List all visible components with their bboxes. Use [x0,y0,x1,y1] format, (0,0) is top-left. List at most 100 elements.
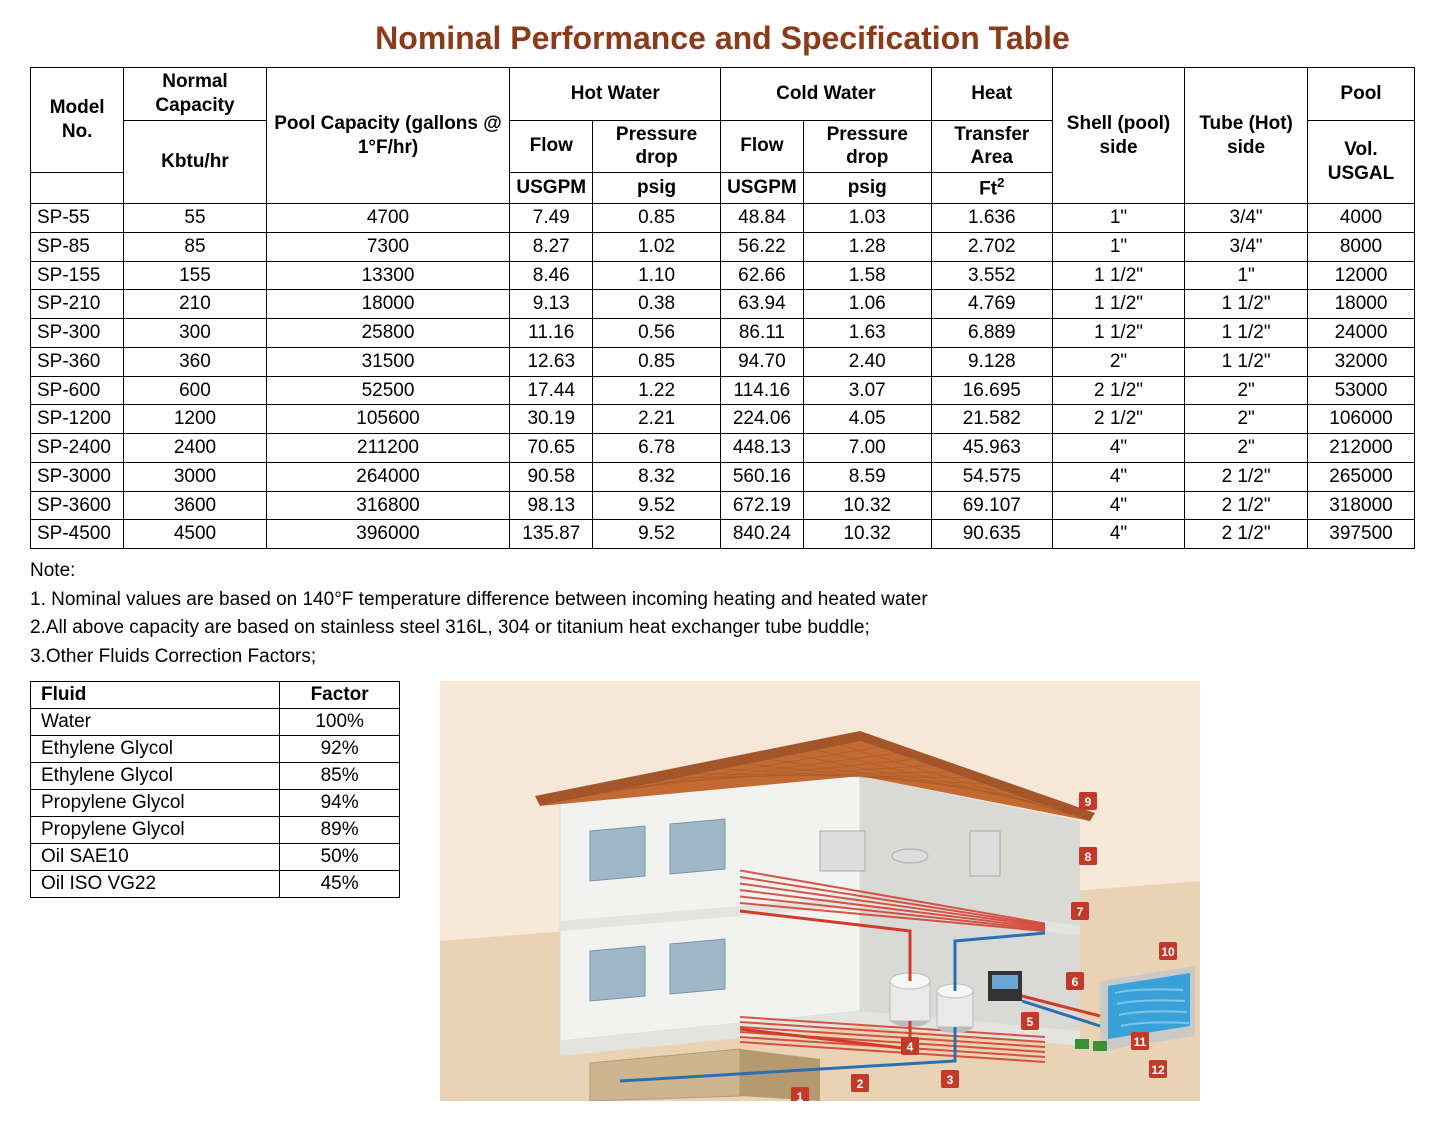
table-row: SP-858573008.271.0256.221.282.7021"3/4"8… [31,232,1415,261]
cell: 560.16 [721,462,804,491]
svg-text:8: 8 [1085,850,1092,864]
cell: 114.16 [721,376,804,405]
cell: 4" [1052,462,1184,491]
cell: 265000 [1308,462,1415,491]
svg-text:11: 11 [1134,1035,1147,1049]
cell: Water [31,709,280,736]
cell: 264000 [266,462,510,491]
cell: 31500 [266,347,510,376]
cell: 600 [124,376,266,405]
cell: 17.44 [510,376,593,405]
cell: 30.19 [510,405,593,434]
col-pool-vol: Vol. USGAL [1308,120,1415,204]
cell: 86.11 [721,319,804,348]
cell: 212000 [1308,434,1415,463]
table-row: SP-3603603150012.630.8594.702.409.1282"1… [31,347,1415,376]
cell: 1 1/2" [1185,290,1308,319]
cell: 25800 [266,319,510,348]
cell: SP-4500 [31,520,124,549]
table-row: SP-3003002580011.160.5686.111.636.8891 1… [31,319,1415,348]
cell: 0.38 [593,290,721,319]
col-heat-transfer: Transfer Area [931,120,1052,173]
cell: 12.63 [510,347,593,376]
cell: Propylene Glycol [31,790,280,817]
cell: 4" [1052,491,1184,520]
cell: 1" [1185,261,1308,290]
table-row: Oil SAE1050% [31,844,400,871]
col-heat: Heat [931,68,1052,121]
cell: 90.58 [510,462,593,491]
cell: 63.94 [721,290,804,319]
cell: 1.22 [593,376,721,405]
cell: 318000 [1308,491,1415,520]
cell: 1.636 [931,204,1052,233]
table-row: Ethylene Glycol85% [31,763,400,790]
cell: 6.889 [931,319,1052,348]
table-row: SP-3000300026400090.588.32560.168.5954.5… [31,462,1415,491]
cell: Propylene Glycol [31,817,280,844]
house-diagram-svg: 123456789101112 [440,681,1200,1101]
cell: 100% [280,709,400,736]
cell: 2 1/2" [1052,405,1184,434]
col-hot-water: Hot Water [510,68,721,121]
cell: 210 [124,290,266,319]
cell: 2.702 [931,232,1052,261]
cell: 1.02 [593,232,721,261]
cell: 92% [280,736,400,763]
cell: 12000 [1308,261,1415,290]
cell: 56.22 [721,232,804,261]
cell: 24000 [1308,319,1415,348]
cell: Ethylene Glycol [31,736,280,763]
svg-text:4: 4 [907,1040,914,1054]
cell: Oil ISO VG22 [31,871,280,898]
cell: 6.78 [593,434,721,463]
table-row: Propylene Glycol94% [31,790,400,817]
cell: 69.107 [931,491,1052,520]
cell: SP-3600 [31,491,124,520]
factor-col: Factor [280,682,400,709]
cell: 2.40 [803,347,931,376]
cell: SP-300 [31,319,124,348]
cell: 10.32 [803,491,931,520]
col-hw-pd: Pressure drop [593,120,721,173]
cell: 2 1/2" [1052,376,1184,405]
cell: 2400 [124,434,266,463]
cell: 4.05 [803,405,931,434]
fluid-table-body: Water100%Ethylene Glycol92%Ethylene Glyc… [31,709,400,898]
cell: 397500 [1308,520,1415,549]
cell: 106000 [1308,405,1415,434]
cell: 448.13 [721,434,804,463]
cell: 3.552 [931,261,1052,290]
cell: 8.27 [510,232,593,261]
table-row: SP-1200120010560030.192.21224.064.0521.5… [31,405,1415,434]
cell: 3/4" [1185,232,1308,261]
col-model-blank [31,173,124,204]
col-hw-flow-unit: USGPM [510,173,593,204]
cell: 7.49 [510,204,593,233]
cell: SP-600 [31,376,124,405]
table-row: SP-210210180009.130.3863.941.064.7691 1/… [31,290,1415,319]
cell: 2.21 [593,405,721,434]
cell: 21.582 [931,405,1052,434]
cell: 1.63 [803,319,931,348]
cell: 211200 [266,434,510,463]
cell: 32000 [1308,347,1415,376]
cell: 94.70 [721,347,804,376]
spec-table-header: Model No. Normal Capacity Pool Capacity … [31,68,1415,204]
cell: 85% [280,763,400,790]
table-row: Water100% [31,709,400,736]
cell: 45% [280,871,400,898]
cell: 8.59 [803,462,931,491]
note-item: 2.All above capacity are based on stainl… [30,614,1415,643]
cell: SP-55 [31,204,124,233]
cell: 89% [280,817,400,844]
cell: 9.13 [510,290,593,319]
cell: 4500 [124,520,266,549]
notes-heading: Note: [30,557,1415,586]
cell: 16.695 [931,376,1052,405]
cell: 48.84 [721,204,804,233]
cell: 1 1/2" [1052,290,1184,319]
cell: 1.10 [593,261,721,290]
cell: 155 [124,261,266,290]
svg-text:10: 10 [1161,945,1175,959]
